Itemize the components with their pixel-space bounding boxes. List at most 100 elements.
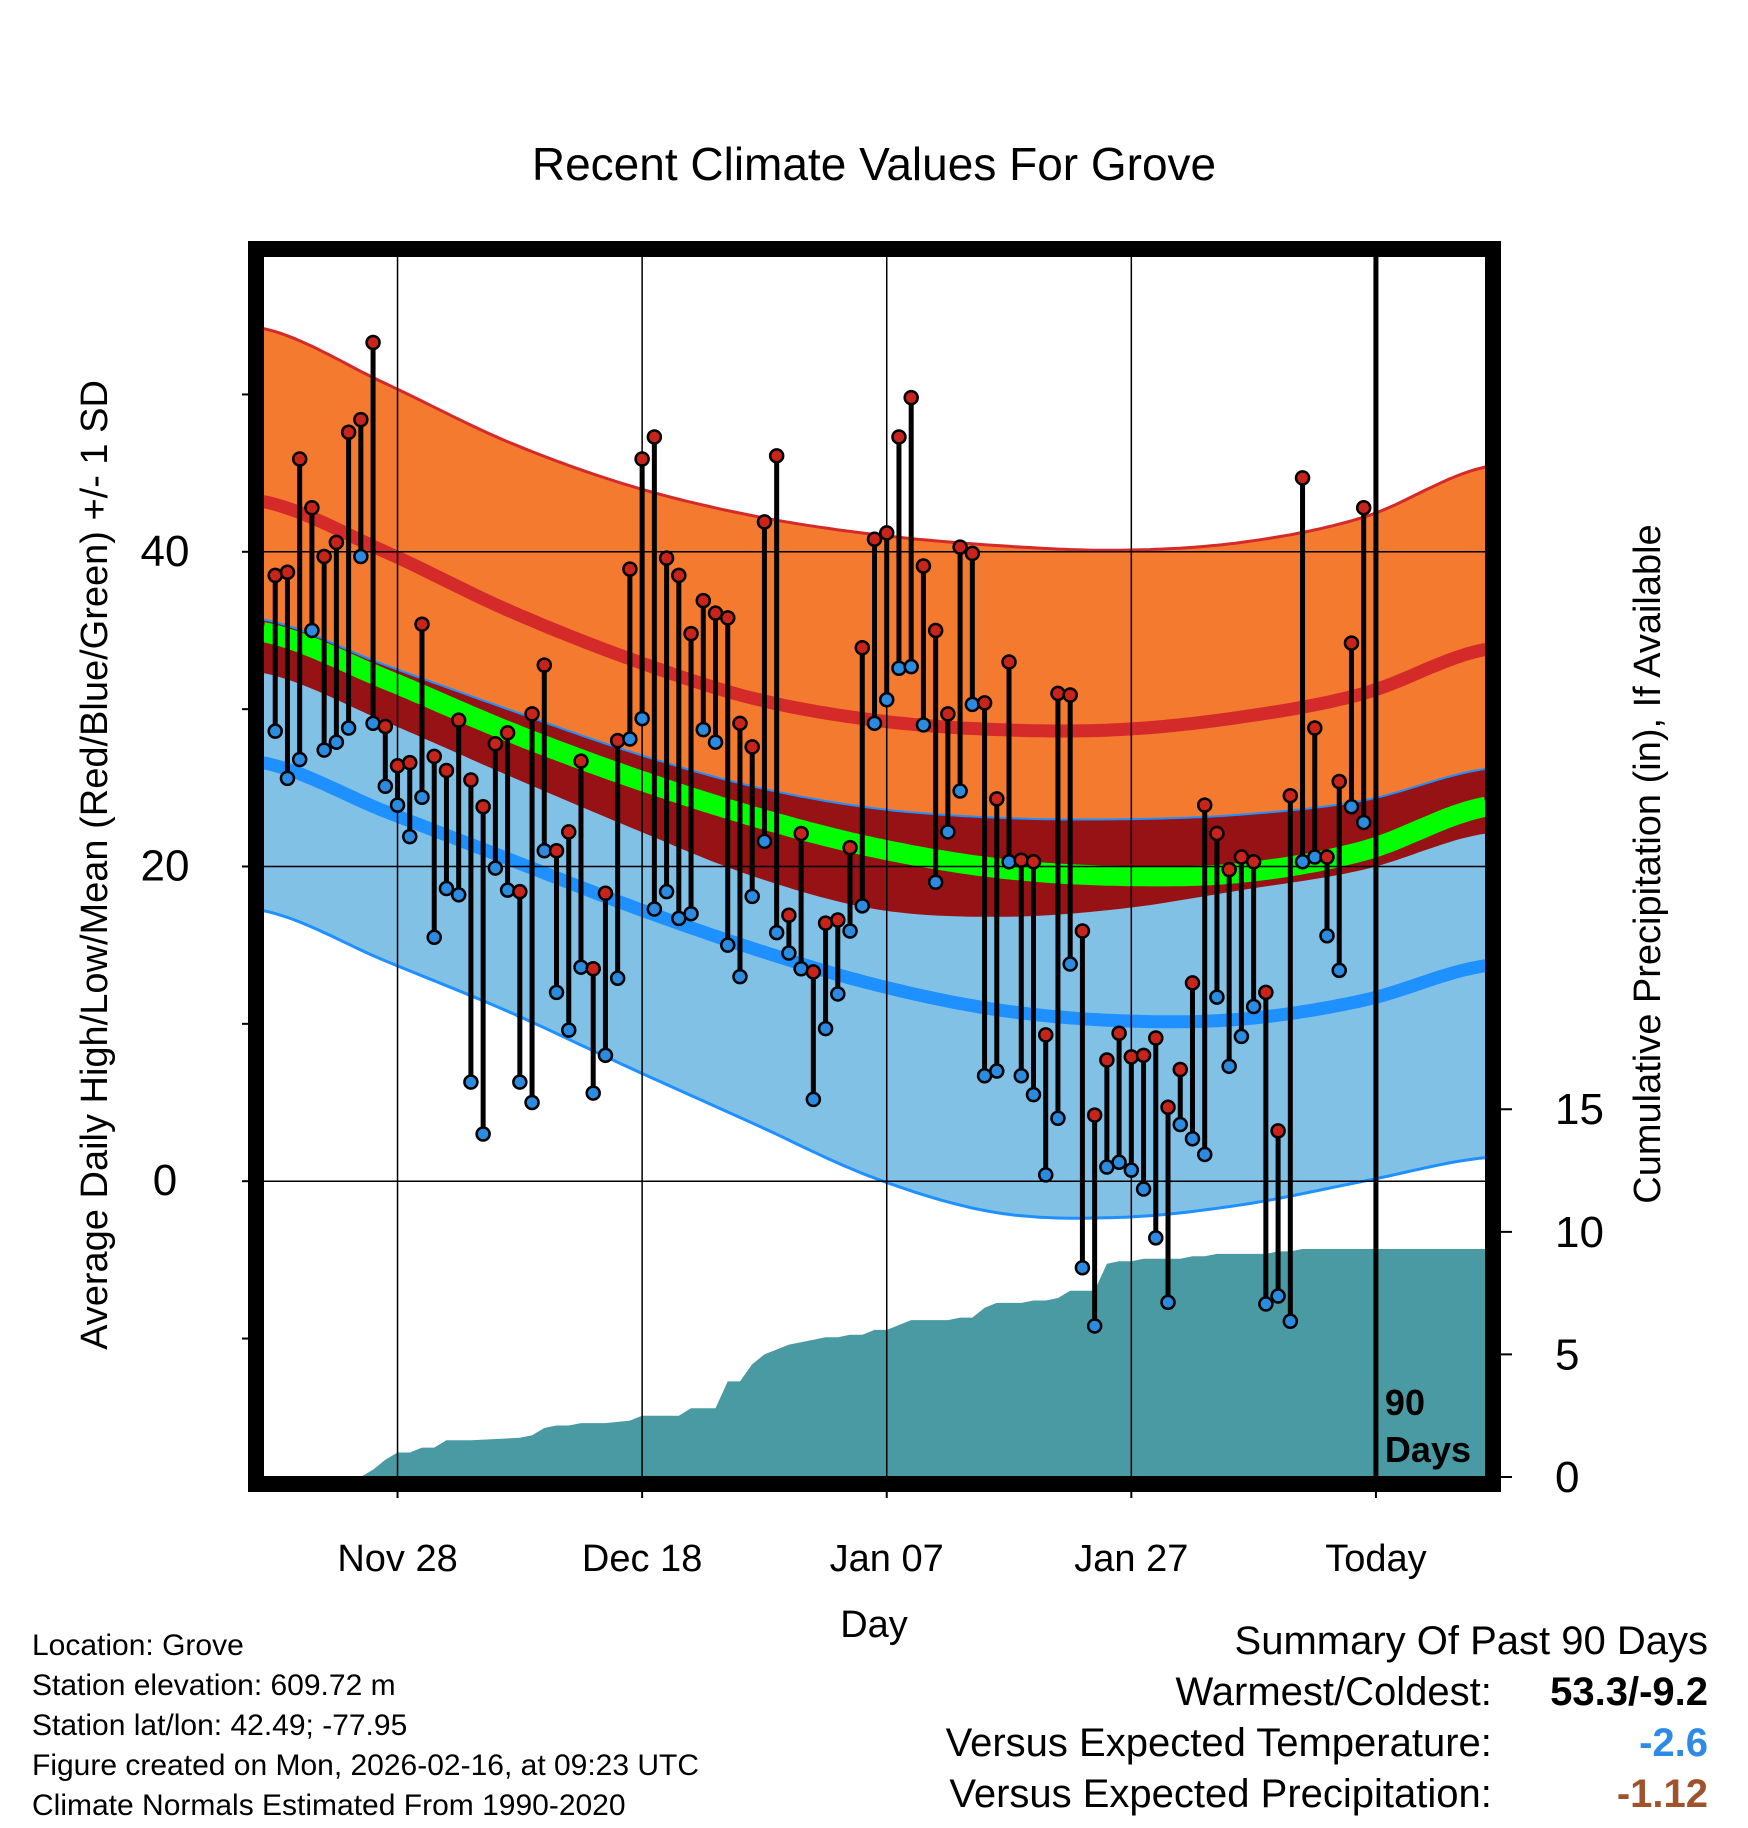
high-temp-point (952, 539, 968, 555)
low-temp-point (1135, 1181, 1152, 1197)
high-temp-point (964, 545, 981, 562)
low-temp-point (1013, 1068, 1030, 1084)
high-temp-point (719, 610, 736, 626)
mean-normal-line (263, 622, 1486, 887)
low-temp-point (573, 959, 589, 975)
low-temp-point (842, 923, 858, 939)
high-temp-point (304, 500, 320, 516)
high-temp-point (1001, 654, 1017, 670)
low-temp-point (793, 961, 809, 977)
summary-heading: Summary Of Past 90 Days (1234, 1619, 1708, 1663)
low-temp-point (830, 986, 846, 1002)
high-temp-point (1086, 1107, 1103, 1123)
low-temp-point (658, 883, 675, 900)
y-tick-label: 0 (153, 1156, 177, 1205)
precip-area (263, 1249, 1486, 1477)
high-temp-point (854, 640, 871, 656)
low-temp-point (1172, 1116, 1188, 1133)
low-temp-point (279, 770, 296, 787)
high-temp-point (402, 754, 418, 771)
high-temp-point (940, 706, 956, 722)
low-temp-point (1025, 1086, 1042, 1103)
low-temp-point (561, 1022, 577, 1038)
high-temp-point (1123, 1049, 1140, 1065)
high-temp-point (1294, 470, 1311, 486)
high-temp-point (1074, 923, 1091, 939)
low-temp-point (683, 905, 699, 922)
high-temp-point (1331, 773, 1347, 790)
high-temp-point (1099, 1052, 1115, 1068)
high-temp-point (524, 706, 540, 722)
low-temp-point (756, 833, 773, 850)
low-temp-point (805, 1091, 822, 1108)
y2-tick-label: 10 (1555, 1208, 1604, 1257)
low-temp-point (1331, 962, 1347, 979)
low-temp-point (267, 723, 283, 739)
high-temp-point (1050, 685, 1066, 702)
low-temp-point (499, 882, 516, 898)
low-temp-point (426, 929, 442, 946)
low-temp-point (291, 751, 308, 768)
low-temp-point (353, 548, 369, 565)
x-tick-label: Jan 27 (1074, 1538, 1188, 1580)
high-temp-point (781, 907, 797, 924)
high-temp-point (353, 411, 369, 428)
high-temp-point (1013, 852, 1030, 868)
x-axis-label: Day (840, 1604, 908, 1646)
y2-tick-label: 0 (1555, 1453, 1579, 1502)
low-temp-point (548, 984, 565, 1001)
high-temp-point (1025, 854, 1042, 870)
high-temp-point (1135, 1047, 1152, 1064)
low-temp-point (487, 860, 504, 876)
high-temp-point (499, 725, 516, 741)
low-temp-point (719, 937, 736, 953)
high-temp-point (291, 451, 308, 467)
low-temp-point (744, 888, 760, 905)
high-temp-point (768, 448, 785, 464)
low-temp-point (609, 970, 626, 986)
low-temp-point (891, 660, 907, 676)
high-temp-point (842, 839, 858, 856)
high-temp-point (414, 616, 430, 632)
low-temp-point (878, 691, 895, 708)
low-temp-point (524, 1094, 540, 1111)
low-temp-point (450, 887, 467, 903)
low-temp-point (328, 734, 345, 750)
low-temp-point (1258, 1296, 1274, 1312)
high-temp-point (573, 753, 589, 769)
low-temp-point (1160, 1294, 1176, 1311)
high-temp-point (646, 429, 663, 445)
high-temp-point (756, 514, 773, 530)
warm-cold-label: Warmest/Coldest: (1175, 1670, 1492, 1714)
low-temp-point (365, 715, 381, 732)
high-temp-point (744, 739, 760, 755)
high-temp-point (1282, 787, 1299, 804)
low-temp-point (1245, 998, 1262, 1015)
high-temp-point (1245, 854, 1262, 870)
high-temp-point (671, 567, 687, 584)
low-temp-point (817, 1020, 834, 1037)
high-temp-point (365, 334, 381, 351)
low-temp-point (512, 1074, 528, 1090)
location-text: Location: Grove (32, 1629, 244, 1662)
low-temp-point (1319, 927, 1335, 944)
created-text: Figure created on Mon, 2026-02-16, at 09… (32, 1749, 700, 1782)
high-temp-point (389, 758, 406, 774)
high-temp-point (793, 825, 809, 842)
high-temp-point (1221, 861, 1237, 878)
low-temp-point (1184, 1130, 1201, 1147)
y-tick-label: 40 (141, 527, 190, 576)
low-temp-point (1209, 989, 1225, 1005)
high-temp-point (377, 718, 394, 735)
temp-anomaly-value: -2.6 (1639, 1721, 1708, 1765)
high-temp-point (585, 961, 601, 977)
high-temp-point (658, 550, 675, 566)
high-temp-point (328, 534, 345, 551)
high-temp-point (1062, 687, 1078, 703)
high-temp-point (1160, 1099, 1176, 1115)
low-temp-point (1111, 1154, 1127, 1171)
low-temp-point (1221, 1058, 1237, 1075)
high-temp-point (1037, 1027, 1054, 1043)
low-temp-point (732, 968, 748, 985)
